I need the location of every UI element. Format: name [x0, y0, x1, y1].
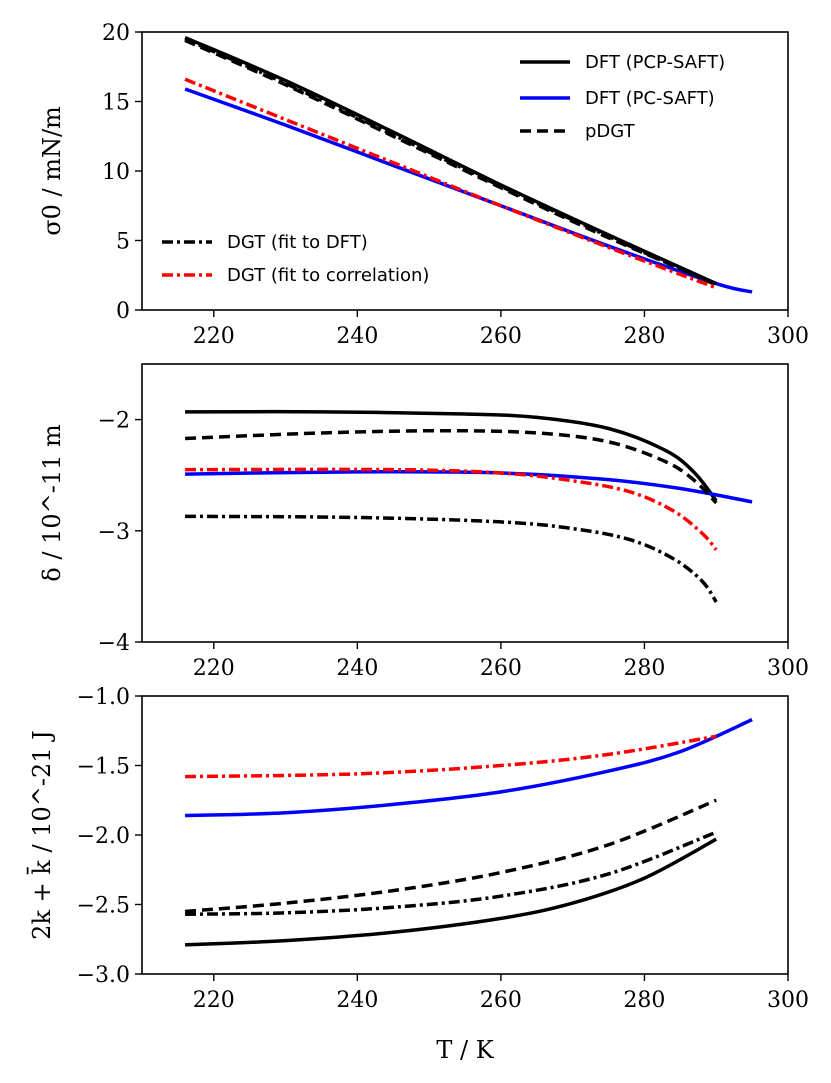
y-tick-label: 20 [102, 21, 130, 46]
legend-label-dgt-fit-correlation: DGT (fit to correlation) [227, 265, 429, 286]
legend-label-dft-pcp-saft: DFT (PCP-SAFT) [585, 52, 725, 73]
x-tick-label: 240 [336, 656, 378, 681]
panel-2-ticks: 220 240 260 280 300 −3.0 −2.5 −2.0 −1.5 −1.0 [77, 685, 809, 1013]
series-line-dgt-fit-to-dft [185, 514, 718, 603]
panel-1-lines [184, 409, 753, 603]
y-tick-label: −2.0 [77, 824, 130, 849]
y-tick-label: −3 [98, 520, 130, 545]
panel-2-ylabel: 2k + k̄ / 10^-21 J [27, 730, 56, 940]
x-tick-label: 280 [623, 988, 665, 1013]
panel-0-lines [184, 35, 753, 294]
series-line-dft-pcp-saft [185, 409, 718, 502]
y-tick-label: −2.5 [77, 894, 130, 919]
y-tick-label: −3.0 [77, 963, 130, 988]
y-tick-label: −4 [98, 631, 130, 656]
x-tick-label: 260 [480, 988, 522, 1013]
legend-label-dft-pc-saft: DFT (PC-SAFT) [585, 88, 715, 109]
series-line-dgt-fit-to-correlation [184, 77, 717, 290]
x-tick-label: 260 [480, 656, 522, 681]
series-line-dft-pc-saft [185, 470, 753, 504]
panel-0-ylabel: σ0 / mN/m [38, 106, 66, 236]
x-tick-label: 220 [193, 656, 235, 681]
legend-label-pdgt: pDGT [585, 121, 636, 142]
panel-1-ylabel: δ / 10^-11 m [38, 424, 66, 582]
y-tick-label: 5 [116, 230, 130, 255]
x-tick-label: 300 [767, 656, 809, 681]
series-line-pdgt [184, 428, 718, 505]
series-line-dgt-fit-to-correlation [185, 734, 717, 779]
x-tick-label: 280 [623, 656, 665, 681]
y-tick-label: 0 [116, 299, 130, 324]
panel-0-ticks: 220 240 260 280 300 0 5 10 15 20 [102, 21, 809, 349]
x-tick-label: 300 [767, 324, 809, 349]
x-tick-label: 260 [480, 324, 522, 349]
legend-upper: DFT (PCP-SAFT) DFT (PC-SAFT) pDGT [520, 52, 725, 142]
series-line-pdgt [184, 798, 717, 914]
panel-2-frame [141, 695, 789, 975]
legend-label-dgt-fit-dft: DGT (fit to DFT) [227, 232, 368, 253]
x-tick-label: 220 [193, 988, 235, 1013]
y-tick-label: −1.5 [77, 755, 130, 780]
x-tick-label: 240 [336, 324, 378, 349]
series-line-dgt-fit-to-dft [184, 37, 717, 287]
y-tick-label: −2 [98, 409, 130, 434]
x-tick-label: 280 [623, 324, 665, 349]
panel-2-lines [184, 718, 753, 947]
x-tick-label: 240 [336, 988, 378, 1013]
y-tick-label: 10 [102, 160, 130, 185]
x-tick-label: 300 [767, 988, 809, 1013]
panel-bending-rigidity: 220 240 260 280 300 −3.0 −2.5 −2.0 −1.5 −1.0 2k +… [27, 685, 809, 1064]
series-line-pdgt [184, 38, 717, 286]
panel-surface-tension: 220 240 260 280 300 0 5 10 15 20 σ0 / mN/m DFT (P… [38, 21, 809, 349]
x-tick-label: 220 [193, 324, 235, 349]
series-line-dft-pc-saft [185, 718, 753, 818]
y-tick-label: 15 [102, 91, 130, 116]
series-line-dft-pcp-saft [184, 837, 718, 947]
panel-1-frame [141, 363, 789, 643]
panel-interface-thickness: 220 240 260 280 300 −4 −3 −2 δ / 10^-11 m [38, 363, 809, 681]
legend-lower: DGT (fit to DFT) DGT (fit to correlation… [162, 232, 429, 286]
series-line-dgt-fit-to-dft [185, 830, 717, 916]
panel-1-ticks: 220 240 260 280 300 −4 −3 −2 [98, 409, 809, 681]
y-tick-label: −1.0 [77, 685, 130, 710]
series-line-dgt-fit-to-correlation [185, 467, 718, 551]
panel-2-xlabel: T / K [436, 1036, 494, 1064]
